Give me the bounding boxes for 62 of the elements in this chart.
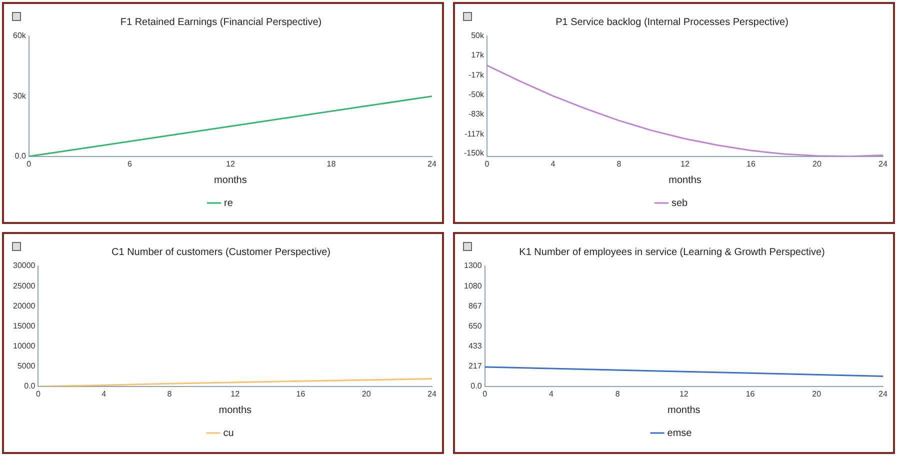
chart-title: K1 Number of employees in service (Learning & Growth Perspective) <box>519 246 825 258</box>
x-tick-label: 4 <box>548 389 554 398</box>
x-tick-label: 4 <box>550 159 556 168</box>
x-tick-label: 24 <box>428 159 437 168</box>
y-tick-label: -150k <box>464 148 486 158</box>
x-tick-label: 20 <box>362 389 372 398</box>
y-tick-label: 10000 <box>12 341 36 350</box>
chart-title: P1 Service backlog (Internal Processes Perspective) <box>556 16 788 28</box>
y-tick-label: 1080 <box>464 282 482 291</box>
x-tick-label: 24 <box>428 389 437 398</box>
y-tick-label: -50k <box>468 90 486 99</box>
y-tick-label: 20000 <box>12 301 36 310</box>
x-tick-label: 18 <box>326 159 336 168</box>
chart-title: F1 Retained Earnings (Financial Perspective) <box>120 16 322 28</box>
x-tick-label: 0 <box>484 159 490 168</box>
legend-label: cu <box>223 428 234 439</box>
x-tick-label: 8 <box>615 389 620 398</box>
y-tick-label: -83k <box>468 109 486 118</box>
y-tick-label: 650 <box>468 321 482 330</box>
x-tick-label: 4 <box>102 389 107 398</box>
legend-label: seb <box>671 198 688 209</box>
x-tick-label: 24 <box>878 389 888 398</box>
y-tick-label: 0.0 <box>14 152 26 161</box>
y-tick-label: 1300 <box>464 261 482 270</box>
legend-label: emse <box>667 428 692 439</box>
x-tick-label: 12 <box>679 389 689 398</box>
x-tick-label: 20 <box>812 159 822 168</box>
y-tick-label: 30k <box>12 91 27 100</box>
y-tick-label: 5000 <box>17 362 36 371</box>
y-tick-label: 0.0 <box>470 382 482 391</box>
x-tick-label: 20 <box>812 389 822 398</box>
y-tick-label: 25000 <box>12 281 36 290</box>
x-tick-label: 8 <box>167 389 172 398</box>
y-tick-label: 60k <box>12 31 27 40</box>
x-axis-title: months <box>668 404 700 416</box>
x-tick-label: 0 <box>26 159 32 168</box>
x-tick-label: 24 <box>878 159 888 168</box>
x-tick-label: 0 <box>482 389 488 398</box>
y-tick-label: -117k <box>464 129 486 138</box>
x-tick-label: 12 <box>226 159 236 168</box>
y-tick-label: 217 <box>468 362 482 371</box>
x-tick-label: 16 <box>296 389 306 398</box>
x-tick-label: 12 <box>680 159 690 168</box>
y-tick-label: 17k <box>471 50 486 60</box>
x-tick-label: 16 <box>746 159 756 168</box>
y-tick-label: -17k <box>468 70 486 80</box>
chart-title: C1 Number of customers (Customer Perspective) <box>112 246 330 258</box>
x-tick-label: 16 <box>746 389 756 398</box>
legend-label: re <box>224 198 234 209</box>
x-tick-label: 6 <box>127 159 132 168</box>
x-tick-label: 8 <box>616 159 622 168</box>
y-tick-label: 50k <box>471 31 486 40</box>
y-tick-label: 30000 <box>12 261 36 270</box>
x-tick-label: 0 <box>36 389 42 398</box>
x-tick-label: 12 <box>230 389 240 398</box>
y-tick-label: 433 <box>468 342 482 350</box>
y-tick-label: 0.0 <box>24 382 36 391</box>
y-tick-label: 15000 <box>12 321 36 330</box>
x-axis-title: months <box>218 404 252 416</box>
y-tick-label: 867 <box>468 301 482 310</box>
x-axis-title: months <box>668 174 702 186</box>
x-axis-title: months <box>214 174 247 186</box>
